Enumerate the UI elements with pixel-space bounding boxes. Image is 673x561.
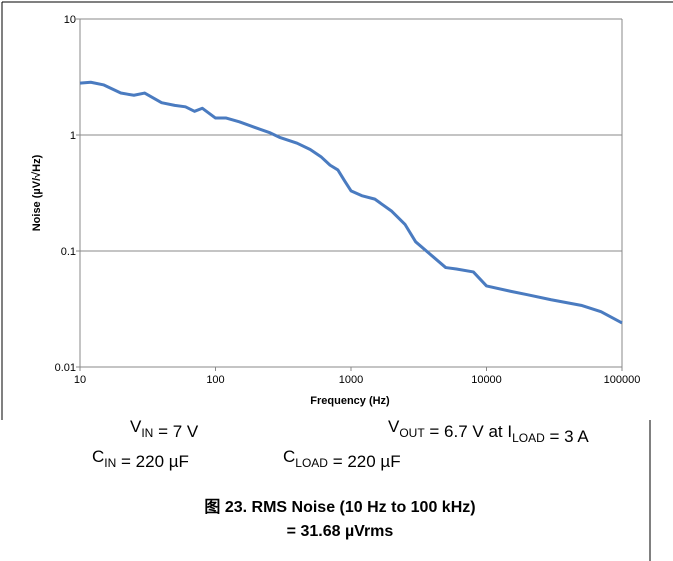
annotation-text: V — [388, 417, 400, 436]
annotation-text: = 3 A — [545, 427, 590, 446]
annotation-sub: OUT — [399, 426, 425, 440]
y-tick-label: 0.01 — [55, 362, 76, 374]
x-tick-label: 10000 — [471, 374, 502, 386]
data-line — [79, 80, 623, 325]
annotation-text: = 6.7 V at I — [425, 422, 512, 441]
annotation-text: C — [92, 447, 104, 466]
annotation: CIN = 220 µF — [92, 447, 189, 471]
x-tick-label: 10 — [74, 374, 86, 386]
annotation-text: C — [283, 447, 295, 466]
x-tick-label: 100000 — [604, 374, 641, 386]
y-tick-label: 1 — [70, 130, 76, 142]
x-tick-label: 1000 — [339, 374, 363, 386]
x-tick-label: 100 — [206, 374, 224, 386]
annotation-text: = 220 µF — [328, 452, 401, 471]
annotation: CLOAD = 220 µF — [283, 447, 401, 471]
y-tick-label: 10 — [64, 14, 76, 26]
y-axis-label: Noise (µV/√Hz) — [31, 154, 43, 231]
annotation: VIN = 7 V — [130, 417, 199, 441]
annotation: VOUT = 6.7 V at ILOAD = 3 A — [388, 417, 589, 446]
annotation-sub: LOAD — [295, 456, 328, 470]
annotation-sub: IN — [141, 426, 153, 440]
caption: = 31.68 µVrms — [287, 523, 394, 540]
x-axis-label: Frequency (Hz) — [310, 395, 390, 407]
annotation-sub: LOAD — [512, 431, 545, 445]
annotation-sub: IN — [104, 456, 116, 470]
y-tick-label: 0.1 — [61, 246, 76, 258]
annotation-text: V — [130, 417, 142, 436]
caption: 图 23. RMS Noise (10 Hz to 100 kHz) — [204, 498, 475, 516]
annotation-text: = 7 V — [153, 422, 199, 441]
annotation-text: = 220 µF — [116, 452, 189, 471]
